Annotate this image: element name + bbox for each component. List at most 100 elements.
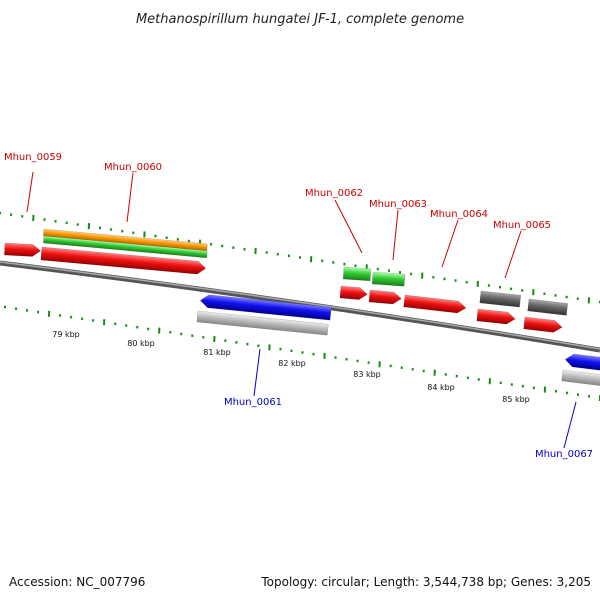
inner-minor-tick <box>312 352 315 356</box>
inner-minor-tick <box>202 336 205 339</box>
inner-major-tick <box>268 344 271 351</box>
inner-minor-tick <box>521 384 524 388</box>
outer-minor-tick <box>276 252 279 256</box>
outer-minor-tick <box>398 271 402 274</box>
inner-minor-tick <box>389 364 392 368</box>
scale-label-85kbp: 85 kbp <box>502 395 530 404</box>
gene-arrow-mhun-0066[interactable] <box>523 316 563 333</box>
gene-arrow-mhun-0064[interactable] <box>403 294 467 314</box>
scale-label-84kbp: 84 kbp <box>427 383 455 392</box>
outer-minor-tick <box>354 264 357 268</box>
inner-minor-tick <box>235 341 238 344</box>
leader-line-mhun-0062 <box>334 199 363 254</box>
outer-minor-tick <box>121 229 124 233</box>
gene-bar-green-mhun-0062[interactable] <box>342 266 372 282</box>
gene-arrow-mhun-0060[interactable] <box>40 246 207 275</box>
outer-minor-tick <box>454 279 457 282</box>
inner-minor-tick <box>334 356 337 359</box>
outer-major-tick <box>532 289 535 296</box>
outer-minor-tick <box>265 251 268 254</box>
gene-bar-gray-mhun-0067[interactable] <box>561 369 600 387</box>
inner-minor-tick <box>136 325 139 329</box>
gene-label-mhun-0059[interactable]: Mhun_0059 <box>4 152 62 163</box>
genome-backbone-highlight <box>0 261 600 350</box>
outer-minor-tick <box>221 244 224 248</box>
scale-label-82kbp: 82 kbp <box>278 359 306 368</box>
leader-line-mhun-0065 <box>504 230 522 279</box>
inner-minor-tick <box>70 315 73 319</box>
leader-line-mhun-0064 <box>441 219 459 268</box>
gene-label-mhun-0064[interactable]: Mhun_0064 <box>430 209 488 220</box>
gene-label-mhun-0062[interactable]: Mhun_0062 <box>305 188 363 199</box>
inner-major-tick <box>378 361 381 368</box>
outer-minor-tick <box>76 223 79 226</box>
inner-minor-tick <box>532 386 535 390</box>
inner-minor-tick <box>36 310 40 314</box>
inner-minor-tick <box>367 361 370 364</box>
leader-line-mhun-0063 <box>392 209 399 261</box>
outer-major-tick <box>143 231 146 238</box>
inner-minor-tick <box>257 344 260 348</box>
outer-minor-tick <box>432 275 435 279</box>
outer-minor-tick <box>443 277 446 281</box>
gene-bar-gray-mhun-0066[interactable] <box>527 298 569 316</box>
outer-minor-tick <box>165 236 168 240</box>
outer-major-tick <box>309 256 313 263</box>
inner-major-tick <box>598 394 600 402</box>
outer-major-tick <box>32 214 35 221</box>
inner-minor-tick <box>477 378 480 381</box>
gene-arrow-mhun-0059[interactable] <box>4 242 42 257</box>
outer-minor-tick <box>543 292 546 296</box>
genome-summary-text: Topology: circular; Length: 3,544,738 bp… <box>260 575 591 589</box>
gene-arrow-mhun-0067[interactable] <box>564 353 600 372</box>
inner-minor-tick <box>25 309 29 312</box>
inner-minor-tick <box>191 334 194 337</box>
inner-minor-tick <box>444 373 447 376</box>
inner-minor-tick <box>125 324 128 327</box>
inner-major-tick <box>543 386 547 393</box>
outer-minor-tick <box>298 256 302 259</box>
outer-minor-tick <box>487 284 490 287</box>
gene-bar-gray-mhun-0065[interactable] <box>479 290 522 308</box>
inner-minor-tick <box>279 347 282 351</box>
scale-label-80kbp: 80 kbp <box>127 339 155 348</box>
outer-minor-tick <box>576 297 579 300</box>
outer-minor-tick <box>187 239 190 243</box>
gene-arrow-mhun-0061[interactable] <box>199 294 332 321</box>
outer-minor-tick <box>376 267 379 271</box>
gene-label-mhun-0060[interactable]: Mhun_0060 <box>104 162 162 173</box>
outer-minor-tick <box>598 300 600 304</box>
outer-minor-tick <box>110 228 113 231</box>
scale-label-83kbp: 83 kbp <box>353 370 381 379</box>
outer-minor-tick <box>210 243 213 246</box>
gene-features <box>4 228 600 387</box>
inner-minor-tick <box>246 342 249 346</box>
gene-arrow-mhun-0065[interactable] <box>476 308 516 325</box>
inner-minor-tick <box>301 351 304 354</box>
accession-text: Accession: NC_007796 <box>9 575 145 589</box>
inner-minor-tick <box>587 395 591 398</box>
gene-label-mhun-0065[interactable]: Mhun_0065 <box>493 220 551 231</box>
gene-arrow-mhun-0063[interactable] <box>368 289 402 305</box>
inner-minor-tick <box>510 383 513 386</box>
inner-minor-tick <box>411 368 414 371</box>
gene-label-mhun-0061[interactable]: Mhun_0061 <box>224 397 282 408</box>
outer-minor-tick <box>521 289 524 292</box>
gene-label-mhun-0067[interactable]: Mhun_0067 <box>535 449 593 460</box>
gene-bar-gray-mhun-0061[interactable] <box>196 310 329 336</box>
gene-bar-green-mhun-0063[interactable] <box>371 271 406 287</box>
outer-minor-tick <box>54 219 57 223</box>
inner-minor-tick <box>422 369 425 373</box>
outer-minor-tick <box>0 211 2 215</box>
scale-label-81kbp: 81 kbp <box>203 348 231 357</box>
inner-minor-tick <box>92 319 95 322</box>
gene-bar-green-mhun-0060[interactable] <box>43 235 208 259</box>
outer-minor-tick <box>332 261 335 264</box>
outer-minor-tick <box>10 213 13 216</box>
outer-minor-tick <box>287 254 290 258</box>
gene-arrow-mhun-0062[interactable] <box>339 285 368 300</box>
outer-minor-tick <box>387 269 390 272</box>
gene-label-mhun-0063[interactable]: Mhun_0063 <box>369 199 427 210</box>
inner-minor-tick <box>81 317 84 321</box>
